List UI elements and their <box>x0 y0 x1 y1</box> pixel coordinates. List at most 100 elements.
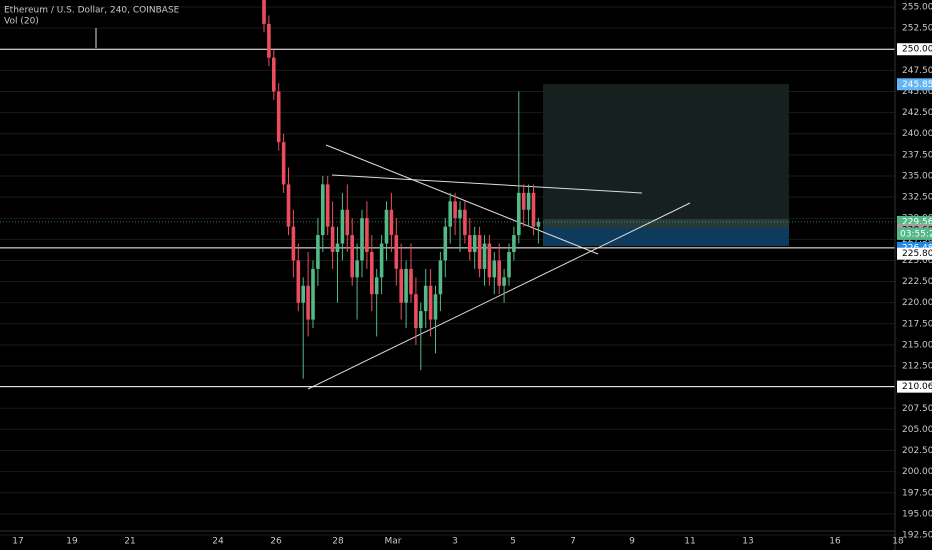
countdown-bg <box>897 227 932 240</box>
candle-body <box>517 192 521 236</box>
candle-body <box>291 226 296 261</box>
trendline <box>325 144 599 255</box>
candle-body <box>311 268 315 320</box>
target-zone <box>543 84 789 219</box>
candle-body <box>286 184 291 227</box>
x-tick-label: 9 <box>629 537 635 547</box>
candle-body <box>502 277 506 286</box>
candle-body <box>340 209 345 244</box>
y-tick-label: 195.00 <box>902 509 932 519</box>
countdown: 03:55:22 <box>900 229 932 239</box>
price-label-bg <box>897 380 932 393</box>
candle-body <box>301 285 305 303</box>
y-tick-label: 207.50 <box>902 404 932 414</box>
candle-body <box>443 226 448 261</box>
x-tick-label: 28 <box>332 537 344 547</box>
candle-body <box>389 209 394 236</box>
candle-body <box>477 235 482 269</box>
price-label-bg <box>897 78 932 91</box>
candle-body <box>409 268 413 295</box>
candle-body <box>325 184 330 227</box>
candle-body <box>350 235 354 278</box>
candle-body <box>472 235 477 252</box>
candle-body <box>433 294 438 320</box>
candle-body <box>394 235 399 269</box>
candle-body <box>512 235 516 252</box>
candle-body <box>526 192 531 210</box>
candle-body <box>370 251 374 295</box>
x-tick-label: 13 <box>742 537 753 547</box>
x-tick-label: 26 <box>270 537 282 547</box>
y-tick-label: 215.00 <box>902 340 932 350</box>
x-tick-label: 19 <box>66 537 78 547</box>
y-tick-label: 240.00 <box>902 129 932 139</box>
candle-body <box>296 260 301 303</box>
price-label-bg <box>897 247 932 260</box>
price-label-bg <box>897 43 932 56</box>
y-tick-label: 212.50 <box>902 362 932 372</box>
candle-body <box>262 0 266 24</box>
grid <box>0 6 895 536</box>
candle-body <box>487 243 492 278</box>
y-tick-label: 247.50 <box>902 66 932 76</box>
candle-body <box>497 260 501 286</box>
candle-body <box>463 209 467 236</box>
candle-body <box>458 209 462 219</box>
candle-body <box>316 235 320 269</box>
candle-body <box>531 192 536 227</box>
candle-body <box>404 268 408 303</box>
price-label: 250.00 <box>902 45 932 55</box>
x-tick-label: 11 <box>684 537 695 547</box>
x-tick-label: 16 <box>829 537 841 547</box>
y-tick-label: 220.00 <box>902 298 932 308</box>
y-tick-label: 242.50 <box>902 108 932 118</box>
candle-body <box>335 243 340 252</box>
y-tick-label: 222.50 <box>902 277 932 287</box>
trendline <box>331 174 643 194</box>
trendline <box>307 202 691 390</box>
y-tick-label: 232.50 <box>902 193 932 203</box>
candle-body <box>276 91 281 143</box>
price-label: 245.85 <box>902 80 932 90</box>
price-axis: 255.00 252.50 250.00 247.50 245.00 242.50 240.… <box>12 3 932 547</box>
y-tick-label: 192.50 <box>902 531 932 541</box>
y-tick-label: 205.00 <box>902 425 932 435</box>
price-label: 229.56 <box>902 217 932 227</box>
x-tick-label: 18 <box>892 537 904 547</box>
x-tick-label: 3 <box>452 537 458 547</box>
candle-body <box>448 201 452 227</box>
indicator-label: Vol (20) <box>4 17 39 27</box>
y-tick-label: 237.50 <box>902 150 932 160</box>
stop-zone <box>543 228 789 246</box>
candle-body <box>267 23 271 58</box>
price-label: 210.06 <box>902 382 932 392</box>
x-tick-label: 21 <box>124 537 135 547</box>
candle-body <box>468 235 472 252</box>
y-tick-label: 200.00 <box>902 467 932 477</box>
chart-title: Ethereum / U.S. Dollar, 240, COINBASE <box>4 6 180 16</box>
x-tick-label: 7 <box>570 537 576 547</box>
candle-body <box>379 243 384 278</box>
candle-body <box>321 184 325 236</box>
candle-body <box>330 226 335 252</box>
candles <box>0 0 895 388</box>
x-tick-label: Mar <box>385 537 402 547</box>
y-tick-label: 202.50 <box>902 446 932 456</box>
candle-body <box>507 251 511 278</box>
candle-body <box>423 285 428 312</box>
y-tick-label: 225.00 <box>902 256 932 266</box>
candle-body <box>492 260 497 278</box>
candle-body <box>374 277 379 295</box>
x-tick-label: 24 <box>212 537 224 547</box>
candle-body <box>482 243 487 269</box>
candle-body <box>414 294 418 329</box>
candle-body <box>438 260 443 295</box>
entry-zone <box>543 219 789 228</box>
y-tick-label: 255.00 <box>902 3 932 13</box>
candle-body <box>365 218 369 252</box>
y-tick-label: 235.00 <box>902 171 932 181</box>
candle-body <box>355 260 359 278</box>
candle-body <box>536 221 541 227</box>
